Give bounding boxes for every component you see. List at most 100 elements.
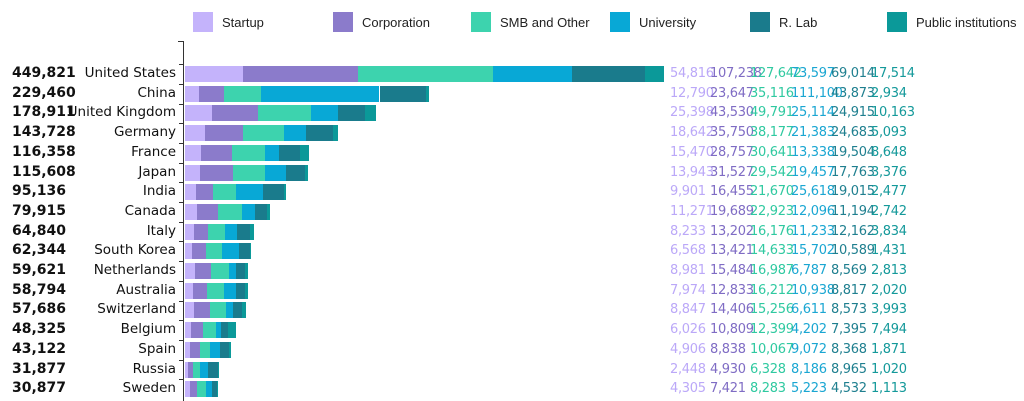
bar-segment-startup[interactable] <box>185 263 195 279</box>
bar-segment-r-lab[interactable] <box>285 164 305 181</box>
bar-segment-university[interactable] <box>225 223 237 240</box>
bar-segment-smb-and-other[interactable] <box>209 302 226 319</box>
bar-segment-corporation[interactable] <box>191 243 207 260</box>
bar-segment-corporation[interactable] <box>243 66 358 82</box>
bar-segment-startup[interactable] <box>185 381 190 398</box>
bar-segment-r-lab[interactable] <box>236 282 246 299</box>
bar-segment-university[interactable] <box>229 263 237 279</box>
bar-segment-university[interactable] <box>206 381 212 398</box>
bar-segment-startup[interactable] <box>185 184 196 201</box>
bar-segment-corporation[interactable] <box>191 322 203 339</box>
bar-segment-university[interactable] <box>224 282 237 299</box>
bar-segment-corporation[interactable] <box>190 341 200 358</box>
bar-segment-corporation[interactable] <box>197 203 218 220</box>
bar-segment-university[interactable] <box>226 302 234 319</box>
bar-segment-smb-and-other[interactable] <box>211 263 230 279</box>
bar-segment-corporation[interactable] <box>195 184 214 201</box>
bar-segment-startup[interactable] <box>185 243 192 260</box>
bar-segment-smb-and-other[interactable] <box>207 223 226 240</box>
bar-segment-university[interactable] <box>236 184 264 201</box>
bar-segment-startup[interactable] <box>185 66 244 82</box>
bar-segment-corporation[interactable] <box>194 263 212 279</box>
bar-segment-smb-and-other[interactable] <box>202 322 217 339</box>
bar-segment-smb-and-other[interactable] <box>207 282 225 299</box>
bar-segment-startup[interactable] <box>185 85 199 102</box>
bar-segment-corporation[interactable] <box>187 361 193 378</box>
bar-segment-public-institutions[interactable] <box>249 243 252 260</box>
bar-segment-startup[interactable] <box>185 282 194 299</box>
bar-segment-corporation[interactable] <box>193 282 208 299</box>
bar-segment-smb-and-other[interactable] <box>242 125 284 142</box>
bar-segment-university[interactable] <box>264 164 286 181</box>
bar-segment-corporation[interactable] <box>204 125 243 142</box>
bar-segment-university[interactable] <box>216 322 221 339</box>
bar-segment-public-institutions[interactable] <box>426 85 430 102</box>
bar-segment-university[interactable] <box>242 203 256 220</box>
bar-segment-public-institutions[interactable] <box>299 144 309 161</box>
bar-segment-smb-and-other[interactable] <box>232 144 265 161</box>
legend-item-public-institutions[interactable]: Public institutions <box>887 12 1016 32</box>
bar-segment-public-institutions[interactable] <box>249 223 255 240</box>
bar-segment-university[interactable] <box>264 144 279 161</box>
legend-item-corporation[interactable]: Corporation <box>333 12 430 32</box>
bar-segment-university[interactable] <box>283 125 307 142</box>
bar-segment-r-lab[interactable] <box>237 223 250 240</box>
legend-item-startup[interactable]: Startup <box>193 12 264 32</box>
bar-segment-smb-and-other[interactable] <box>357 66 494 82</box>
bar-segment-smb-and-other[interactable] <box>192 361 200 378</box>
bar-segment-public-institutions[interactable] <box>245 263 249 279</box>
bar-segment-r-lab[interactable] <box>238 243 250 260</box>
bar-segment-startup[interactable] <box>185 341 191 358</box>
bar-segment-public-institutions[interactable] <box>242 302 247 319</box>
bar-segment-r-lab[interactable] <box>220 322 229 339</box>
bar-segment-public-institutions[interactable] <box>332 125 339 142</box>
bar-segment-university[interactable] <box>210 341 220 358</box>
bar-segment-startup[interactable] <box>185 144 202 161</box>
bar-segment-startup[interactable] <box>185 302 195 319</box>
bar-segment-public-institutions[interactable] <box>228 322 237 339</box>
bar-segment-corporation[interactable] <box>193 223 208 240</box>
bar-segment-startup[interactable] <box>185 322 192 339</box>
bar-segment-startup[interactable] <box>185 361 188 378</box>
bar-segment-public-institutions[interactable] <box>245 282 248 299</box>
bar-segment-r-lab[interactable] <box>263 184 284 201</box>
bar-segment-startup[interactable] <box>185 125 205 142</box>
bar-segment-public-institutions[interactable] <box>216 381 218 398</box>
bar-segment-university[interactable] <box>261 85 380 102</box>
bar-segment-smb-and-other[interactable] <box>217 203 243 220</box>
bar-segment-smb-and-other[interactable] <box>223 85 262 102</box>
bar-segment-startup[interactable] <box>185 203 197 220</box>
bar-segment-public-institutions[interactable] <box>304 164 309 181</box>
legend-item-smb-and-other[interactable]: SMB and Other <box>471 12 590 32</box>
legend-item-university[interactable]: University <box>610 12 696 32</box>
bar-segment-university[interactable] <box>311 105 339 122</box>
bar-segment-r-lab[interactable] <box>255 203 268 220</box>
bar-segment-public-institutions[interactable] <box>228 341 231 358</box>
bar-segment-corporation[interactable] <box>212 105 259 122</box>
bar-segment-smb-and-other[interactable] <box>199 341 211 358</box>
bar-segment-r-lab[interactable] <box>338 105 365 122</box>
bar-segment-smb-and-other[interactable] <box>197 381 207 398</box>
bar-segment-smb-and-other[interactable] <box>206 243 222 260</box>
bar-segment-r-lab[interactable] <box>211 381 217 398</box>
bar-segment-public-institutions[interactable] <box>267 203 271 220</box>
bar-segment-corporation[interactable] <box>199 164 234 181</box>
bar-segment-r-lab[interactable] <box>233 302 243 319</box>
bar-segment-r-lab[interactable] <box>306 125 333 142</box>
bar-segment-corporation[interactable] <box>198 85 224 102</box>
bar-segment-r-lab[interactable] <box>379 85 427 102</box>
bar-segment-startup[interactable] <box>185 164 200 181</box>
bar-segment-startup[interactable] <box>185 105 213 122</box>
bar-segment-corporation[interactable] <box>194 302 210 319</box>
bar-segment-smb-and-other[interactable] <box>213 184 237 201</box>
bar-segment-corporation[interactable] <box>189 381 198 398</box>
bar-segment-r-lab[interactable] <box>236 263 246 279</box>
bar-segment-smb-and-other[interactable] <box>258 105 312 122</box>
bar-segment-public-institutions[interactable] <box>645 66 664 82</box>
bar-segment-public-institutions[interactable] <box>364 105 376 122</box>
bar-segment-startup[interactable] <box>185 223 194 240</box>
bar-segment-r-lab[interactable] <box>208 361 218 378</box>
bar-segment-university[interactable] <box>199 361 209 378</box>
bar-segment-corporation[interactable] <box>201 144 233 161</box>
bar-segment-r-lab[interactable] <box>220 341 229 358</box>
